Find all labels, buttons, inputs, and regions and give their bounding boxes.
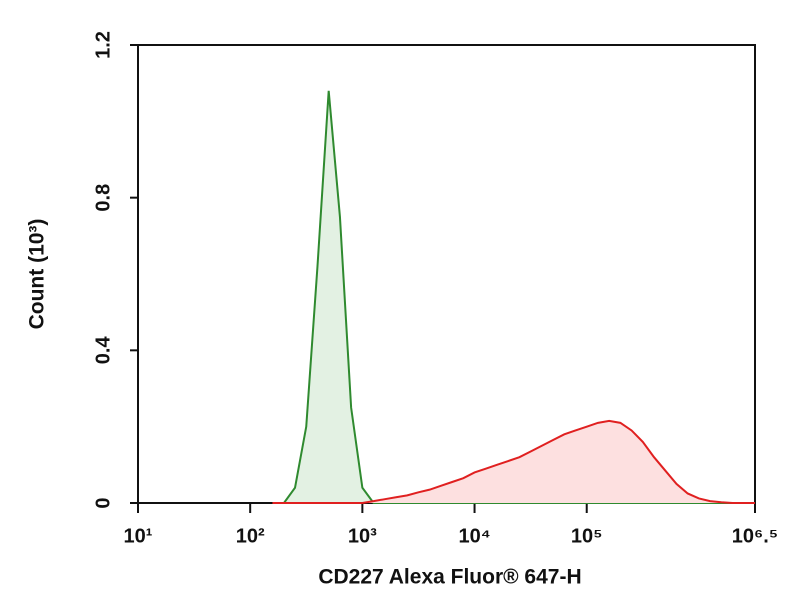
y-tick-label: 0 [92,497,114,508]
x-tick-label: 10⁶.⁵ [732,525,778,547]
histogram-line [272,419,755,504]
x-tick-label: 10³ [348,525,377,547]
x-tick-label: 10⁴ [458,525,490,547]
plot-frame [137,44,756,504]
y-tick-label: 1.2 [92,31,114,59]
x-axis-title: CD227 Alexa Fluor® 647-H [318,566,581,589]
y-tick-label: 0.4 [92,336,114,365]
x-tick-label: 10⁵ [571,525,603,547]
histogram-area [272,90,755,504]
x-tick-label: 10¹ [124,525,153,547]
y-axis-title: Count (10³) [26,219,49,330]
y-tick-label: 0.8 [92,184,114,212]
histogram-area [272,420,755,503]
x-tick-label: 10² [236,525,265,547]
